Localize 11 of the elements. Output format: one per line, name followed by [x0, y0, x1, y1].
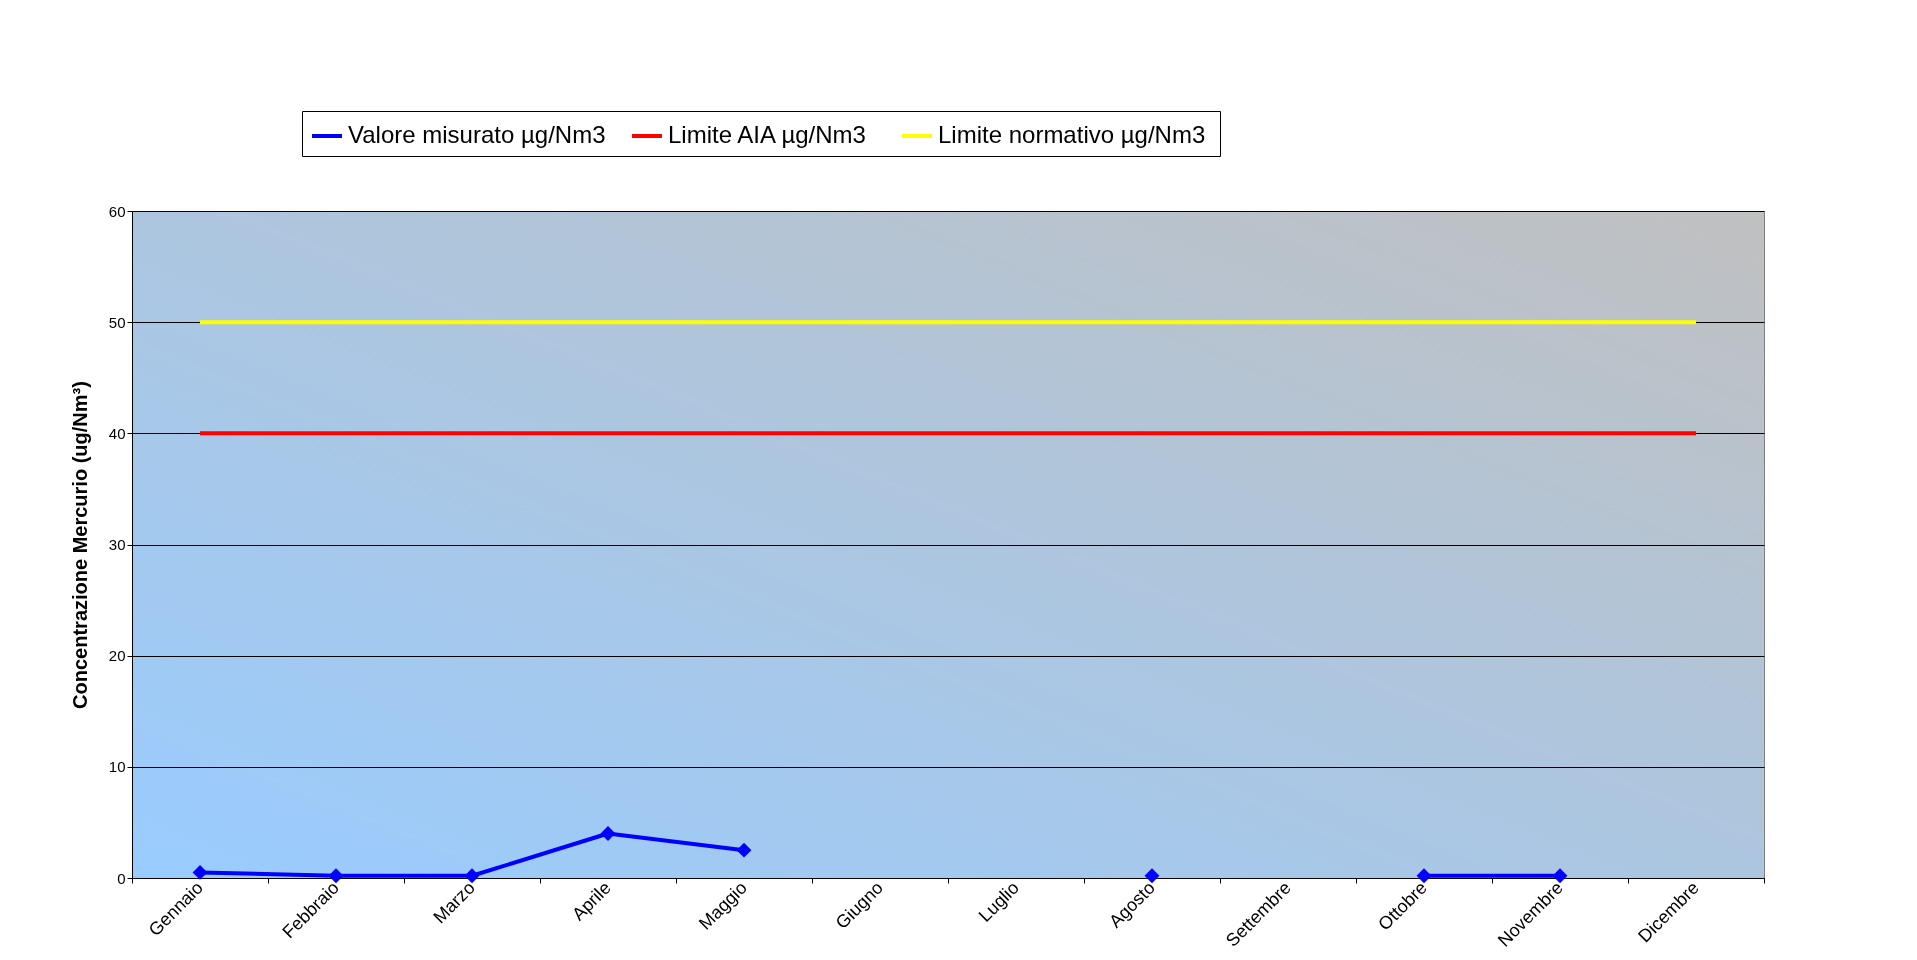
y-tick-label: 50 — [108, 313, 126, 331]
legend-label: Limite normativo µg/Nm3 — [938, 121, 1206, 148]
legend-label: Valore misurato µg/Nm3 — [348, 121, 606, 148]
y-tick-label: 30 — [108, 536, 126, 553]
y-tick-label: 10 — [108, 758, 126, 776]
y-tick-label: 40 — [108, 424, 126, 442]
legend-label: Limite AIA µg/Nm3 — [668, 121, 866, 148]
y-tick-label: 60 — [108, 202, 126, 220]
y-tick-label: 20 — [108, 647, 126, 665]
y-axis-title: Concentrazione Mercurio (ug/Nm³) — [68, 381, 91, 709]
y-tick-label: 0 — [117, 869, 126, 887]
